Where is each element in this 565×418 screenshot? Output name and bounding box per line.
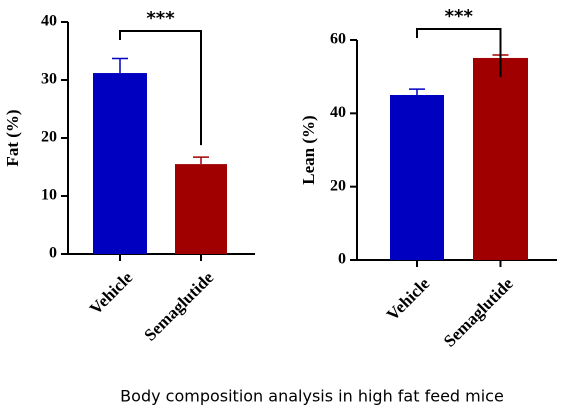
x-tick-label: Vehicle (86, 268, 137, 319)
error-bar (193, 156, 209, 165)
significance-label: *** (146, 8, 175, 29)
significance-bracket (119, 30, 202, 146)
significance-label: *** (445, 6, 474, 27)
error-bar (409, 88, 425, 95)
y-tick-label: 20 (41, 129, 57, 146)
significance-bracket (416, 28, 502, 78)
y-tick-label: 0 (49, 245, 57, 262)
bar (390, 95, 444, 260)
y-tick-label: 20 (330, 177, 346, 194)
y-tick-label: 40 (330, 104, 346, 121)
y-tick-label: 30 (41, 71, 57, 88)
bar (175, 164, 227, 254)
x-tick-label: Semaglutide (140, 268, 217, 345)
caption: Body composition analysis in high fat fe… (120, 387, 504, 406)
y-tick-label: 0 (338, 251, 346, 268)
bar (473, 57, 528, 260)
error-bar (112, 57, 128, 74)
y-tick-label: 10 (41, 187, 57, 204)
y-axis-label: Lean (%) (299, 115, 318, 184)
y-tick-label: 40 (41, 13, 57, 30)
y-axis-label: Fat (%) (3, 109, 22, 166)
bar (93, 73, 147, 254)
x-tick-label: Semaglutide (440, 274, 517, 351)
y-tick-label: 60 (330, 31, 346, 48)
x-tick-label: Vehicle (383, 274, 434, 325)
